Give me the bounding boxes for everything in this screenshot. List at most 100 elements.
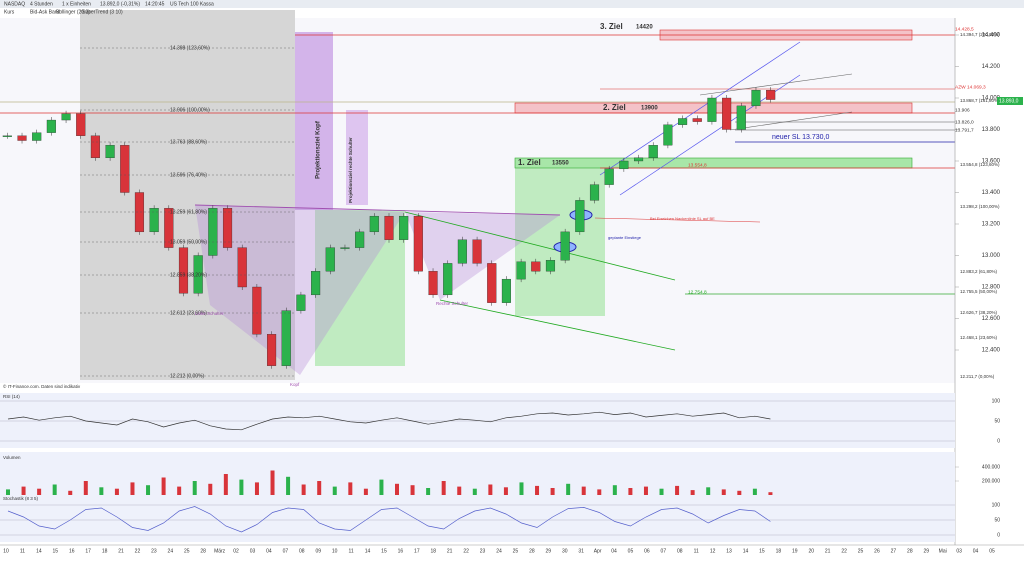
price-tick-label: 13.000 <box>982 253 1001 259</box>
panel-label: Stochastik (8 3 5) <box>3 496 39 501</box>
fib-label: 12.755,5 (50,00%) <box>960 289 998 294</box>
projection-label: Projektionsziel Kopf <box>316 120 322 179</box>
date-label: 18 <box>430 548 436 554</box>
volume-bar <box>99 487 104 495</box>
shs-pattern <box>195 205 405 375</box>
panel-label: Volumen <box>3 455 21 460</box>
volume-bar <box>752 488 757 495</box>
candle <box>604 168 614 185</box>
target-value: 13900 <box>641 106 658 112</box>
indicator-tab: Kurs <box>4 9 15 15</box>
fib-label: 13.596 (76,40%) <box>170 172 207 178</box>
volume-bar <box>503 487 508 495</box>
target-label: 1. Ziel <box>518 158 541 167</box>
candle <box>707 97 717 122</box>
stop-label: neuer SL 13.730,0 <box>772 134 829 141</box>
trend-line <box>404 211 676 281</box>
price-tick-label: 13.800 <box>982 127 1001 133</box>
volume-panel <box>0 452 955 497</box>
date-label: 23 <box>151 548 157 554</box>
panel-tick-label: 0 <box>997 532 1000 538</box>
level-label: 13.906 <box>955 107 970 113</box>
date-label: 22 <box>841 548 847 554</box>
date-label: 20 <box>808 548 814 554</box>
date-label: 22 <box>463 548 469 554</box>
candle <box>178 247 189 294</box>
volume-bar <box>317 481 322 495</box>
date-label: 12 <box>710 548 716 554</box>
price-tick-label: 13.600 <box>982 159 1001 165</box>
indicator-line <box>7 506 771 533</box>
fib-label: 13.906 (100,00%) <box>170 107 210 113</box>
volume-bar <box>83 481 88 495</box>
candle <box>17 135 27 141</box>
date-label: 16 <box>398 548 404 554</box>
target1-box <box>515 158 605 316</box>
candle <box>134 192 145 233</box>
date-label: 02 <box>233 548 239 554</box>
panel-tick-label: 0 <box>997 438 1000 444</box>
candle <box>633 157 644 162</box>
candle <box>267 334 277 366</box>
volume-bar <box>239 479 244 495</box>
fib-label: 12.626,7 (38,20%) <box>960 310 998 315</box>
candle <box>722 97 732 130</box>
date-label: 17 <box>414 548 420 554</box>
candle <box>589 184 600 201</box>
candle <box>516 261 526 280</box>
candle <box>501 278 511 303</box>
date-label: 29 <box>546 548 552 554</box>
candle <box>2 135 12 137</box>
indicator-line <box>7 411 771 431</box>
candle <box>384 215 394 240</box>
candle <box>472 239 482 264</box>
volume-bar <box>379 479 384 495</box>
candle <box>237 247 247 288</box>
candle <box>61 113 71 121</box>
candle <box>531 261 541 272</box>
fib-label: 14.398 (123,60%) <box>170 45 210 51</box>
price-tick-label: 14.200 <box>982 64 1001 70</box>
date-label: 21 <box>825 548 831 554</box>
date-label: 11 <box>20 548 25 554</box>
date-label: 25 <box>184 548 190 554</box>
wedge-line <box>729 111 853 131</box>
level-label: 13.791,7 <box>955 127 974 133</box>
candle <box>311 271 321 296</box>
date-label: 13 <box>726 548 732 554</box>
fib-label: 14.394,7 (200,00%) <box>960 32 1000 37</box>
candle <box>90 135 100 159</box>
note: Bei Erreichen Nackenlinie SL auf BE <box>650 216 715 221</box>
volume-bar <box>363 488 368 495</box>
date-label: 24 <box>496 548 502 554</box>
volume-bar <box>519 482 524 495</box>
candle <box>751 89 761 107</box>
toolbar-item: 4 Stunden <box>30 1 53 7</box>
fib-label: 13.868,7 (161,80%) <box>960 98 1000 103</box>
candle <box>560 231 570 261</box>
date-label: 19 <box>792 548 798 554</box>
date-label: 05 <box>628 548 634 554</box>
volume-bar <box>146 485 151 495</box>
candle <box>736 105 746 130</box>
candle <box>120 145 130 193</box>
date-label: 15 <box>53 548 59 554</box>
trend-line <box>439 299 676 351</box>
date-label: 14 <box>36 548 42 554</box>
date-label: Apr <box>594 548 602 554</box>
date-label: 08 <box>299 548 305 554</box>
volume-bar <box>6 489 10 495</box>
panel-tick-label: 50 <box>994 418 1000 424</box>
date-label: 15 <box>381 548 387 554</box>
pattern-label: Rechte Schulter <box>436 301 469 306</box>
volume-bar <box>114 488 119 495</box>
panel-tick-label: 200.000 <box>982 478 1000 484</box>
candle <box>545 260 556 272</box>
date-label: 14 <box>743 548 749 554</box>
level-label: 12.754,8 <box>688 289 707 295</box>
volume-bar <box>768 492 773 495</box>
date-label: 18 <box>776 548 782 554</box>
volume-bar <box>208 483 213 495</box>
volume-bar <box>643 486 648 495</box>
volume-bar <box>426 488 431 495</box>
